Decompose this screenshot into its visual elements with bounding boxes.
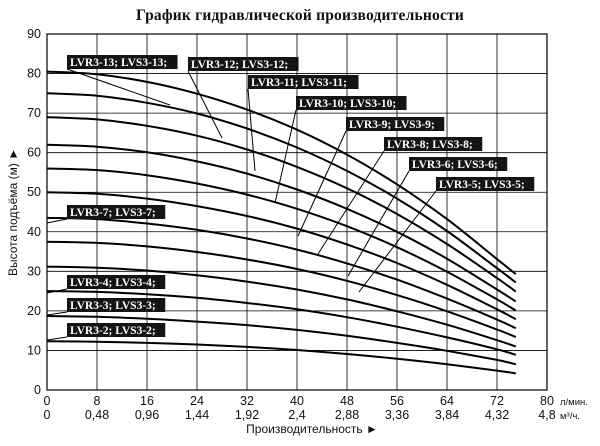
series-line bbox=[46, 265, 517, 348]
label-leader-line bbox=[187, 70, 223, 139]
x-tick-label-lmin: 8 bbox=[94, 394, 101, 408]
label-leader-line bbox=[274, 109, 297, 204]
series-label-box bbox=[67, 323, 166, 337]
series-label-box bbox=[188, 57, 299, 71]
curves bbox=[46, 70, 517, 375]
series-label-box bbox=[67, 55, 178, 69]
y-tick-label: 60 bbox=[27, 146, 41, 160]
series-label-box bbox=[409, 157, 508, 171]
x-tick-label-lmin: 56 bbox=[390, 394, 404, 408]
series-label: LVR3-10; LVS3-10; bbox=[299, 98, 396, 110]
series-label: LVR3-11; LVS3-11; bbox=[251, 77, 347, 89]
y-tick-label: 40 bbox=[27, 225, 41, 239]
series-label: LVR3-6; LVS3-6; bbox=[412, 159, 498, 171]
label-leaders bbox=[46, 68, 437, 341]
x-tick-label-m3h: 0,96 bbox=[135, 408, 159, 422]
series-line bbox=[46, 143, 517, 303]
series-label: LVR3-2; LVS3-2; bbox=[70, 325, 156, 337]
series-label: LVR3-5; LVS3-5; bbox=[439, 179, 525, 191]
y-tick-label: 20 bbox=[27, 304, 41, 318]
label-leader-line bbox=[297, 130, 347, 237]
label-leader-line bbox=[46, 218, 68, 224]
x-tick-label-m3h: 3,84 bbox=[435, 408, 459, 422]
y-tick-label: 30 bbox=[27, 264, 41, 278]
series-label-box bbox=[346, 117, 445, 131]
series-line bbox=[46, 70, 517, 275]
x-tick-label-lmin: 24 bbox=[190, 394, 204, 408]
series-line bbox=[46, 167, 517, 312]
y-tick-label: 0 bbox=[34, 383, 41, 397]
series-label: LVR3-9; LVS3-9; bbox=[349, 119, 435, 131]
series-line bbox=[46, 290, 517, 356]
series-label-box bbox=[436, 177, 535, 191]
series-label: LVR3-8; LVS3-8; bbox=[387, 139, 473, 151]
x-axis-label: Производительность ► bbox=[246, 422, 378, 436]
y-axis-label: Высота подъёма (м) ► bbox=[6, 148, 20, 276]
x-tick-label-m3h: 2,88 bbox=[335, 408, 359, 422]
y-tick-label: 70 bbox=[27, 106, 41, 120]
y-tick-label: 80 bbox=[27, 67, 41, 81]
x-tick-label-lmin: 64 bbox=[440, 394, 454, 408]
label-leader-line bbox=[66, 68, 171, 106]
x-tick-label-lmin: 0 bbox=[44, 394, 51, 408]
series-labels: LVR3-13; LVS3-13; LVR3-12; LVS3-12; LVR3-1… bbox=[67, 55, 535, 337]
series-line bbox=[46, 191, 517, 321]
series-label: LVR3-4; LVS3-4; bbox=[70, 277, 156, 289]
x-unit-m3h: м³/ч. bbox=[560, 411, 580, 422]
x-tick-label-m3h: 1,44 bbox=[185, 408, 209, 422]
x-tick-label-lmin: 32 bbox=[240, 394, 254, 408]
series-label: LVR3-13; LVS3-13; bbox=[70, 57, 167, 69]
x-tick-label-lmin: 48 bbox=[340, 394, 354, 408]
series-line bbox=[46, 116, 517, 293]
series-label-box bbox=[296, 96, 407, 110]
series-label-box bbox=[67, 298, 166, 312]
label-leader-line bbox=[347, 170, 410, 277]
label-leader-line bbox=[46, 311, 68, 316]
x-tick-label-m3h: 1,92 bbox=[235, 408, 259, 422]
series-line bbox=[46, 240, 517, 338]
chart-title: График гидравлической производительности bbox=[136, 7, 464, 24]
x-tick-label-m3h: 4,32 bbox=[485, 408, 509, 422]
series-line bbox=[46, 216, 517, 330]
y-tick-label: 50 bbox=[27, 185, 41, 199]
series-label: LVR3-12; LVS3-12; bbox=[191, 59, 288, 71]
x-tick-label-lmin: 80 bbox=[540, 394, 554, 408]
tick-labels: 0 10 20 30 40 50 60 70 80 90 0 8 16 24 32 40 48 56 64 72 80 0… bbox=[27, 27, 588, 422]
label-leader-line bbox=[247, 88, 256, 172]
y-tick-label: 10 bbox=[27, 343, 41, 357]
label-leader-line bbox=[317, 150, 385, 255]
series-label: LVR3-7; LVS3-7; bbox=[70, 207, 156, 219]
series-line bbox=[46, 340, 516, 375]
label-leader-line bbox=[46, 288, 68, 294]
label-leader-line bbox=[358, 190, 437, 293]
series-label-box bbox=[248, 75, 359, 89]
series-line bbox=[46, 92, 517, 284]
series-label-box bbox=[67, 275, 166, 289]
series-label-box bbox=[384, 137, 483, 151]
series-line bbox=[46, 315, 517, 366]
x-tick-label-lmin: 16 bbox=[140, 394, 154, 408]
series-label-box bbox=[67, 205, 166, 219]
x-tick-label-lmin: 40 bbox=[290, 394, 304, 408]
x-tick-label-m3h: 4,8 bbox=[538, 408, 555, 422]
x-tick-label-m3h: 0 bbox=[44, 408, 51, 422]
x-tick-label-m3h: 0,48 bbox=[85, 408, 109, 422]
label-leader-line bbox=[46, 336, 68, 341]
series-label: LVR3-3; LVS3-3; bbox=[70, 300, 156, 312]
x-tick-label-m3h: 2,4 bbox=[288, 408, 305, 422]
x-tick-label-m3h: 3,36 bbox=[385, 408, 409, 422]
y-tick-label: 90 bbox=[27, 27, 41, 41]
x-unit-lmin: л/мин. bbox=[560, 397, 588, 408]
x-tick-label-lmin: 72 bbox=[490, 394, 504, 408]
